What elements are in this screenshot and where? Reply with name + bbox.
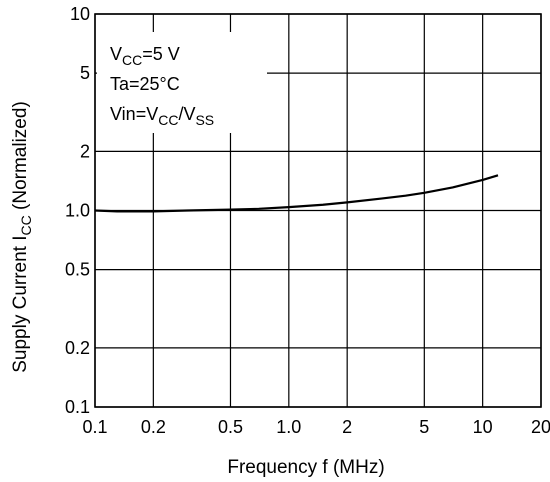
x-tick-label-0: 0.1 xyxy=(82,417,107,437)
x-tick-label-4: 2 xyxy=(342,417,352,437)
y-tick-labels: 0.1 0.2 0.5 1.0 2 5 10 xyxy=(65,4,90,417)
annotation-segment-1-0: Ta=25°C xyxy=(110,74,180,94)
x-tick-label-1: 0.2 xyxy=(141,417,166,437)
x-tick-label-2: 0.5 xyxy=(218,417,243,437)
annotation-segment-2-0: Vin=V xyxy=(110,104,158,124)
annotation-segment-2-1: CC xyxy=(158,112,178,128)
y-axis-label: Supply Current ICC (Normalized) xyxy=(10,101,34,373)
series-layer xyxy=(94,174,499,213)
annotation-box xyxy=(97,32,267,133)
y-tick-label-4: 2 xyxy=(80,141,90,161)
y-tick-label-3: 1.0 xyxy=(65,201,90,221)
y-tick-label-2: 0.5 xyxy=(65,260,90,280)
annotation-line-0: VCC=5 V xyxy=(110,44,180,68)
y-tick-label-1: 0.2 xyxy=(65,338,90,358)
y-tick-label-5: 5 xyxy=(80,63,90,83)
annotation-segment-0-2: =5 V xyxy=(142,44,180,64)
annotation-segment-0-1: CC xyxy=(122,52,142,68)
x-tick-labels: 0.1 0.2 0.5 1.0 2 5 10 20 xyxy=(82,417,550,437)
x-tick-label-3: 1.0 xyxy=(276,417,301,437)
series-line-0 xyxy=(94,174,499,213)
annotation-line-1: Ta=25°C xyxy=(110,74,180,94)
annotation-segment-0-0: V xyxy=(110,44,122,64)
y-tick-label-6: 10 xyxy=(70,4,90,24)
annotation-segment-2-2: /V xyxy=(178,104,195,124)
y-axis-label-main: Supply Current I xyxy=(10,235,31,372)
x-tick-label-7: 20 xyxy=(531,417,550,437)
annotation-line-2: Vin=VCC/VSS xyxy=(110,104,214,128)
x-axis-label: Frequency f (MHz) xyxy=(227,457,384,478)
y-axis-label-subscript: CC xyxy=(18,215,34,235)
y-tick-label-0: 0.1 xyxy=(65,397,90,417)
annotation-segment-2-3: SS xyxy=(195,112,214,128)
x-tick-label-6: 10 xyxy=(473,417,493,437)
y-axis-label-suffix: (Normalized) xyxy=(10,101,31,215)
x-tick-label-5: 5 xyxy=(419,417,429,437)
